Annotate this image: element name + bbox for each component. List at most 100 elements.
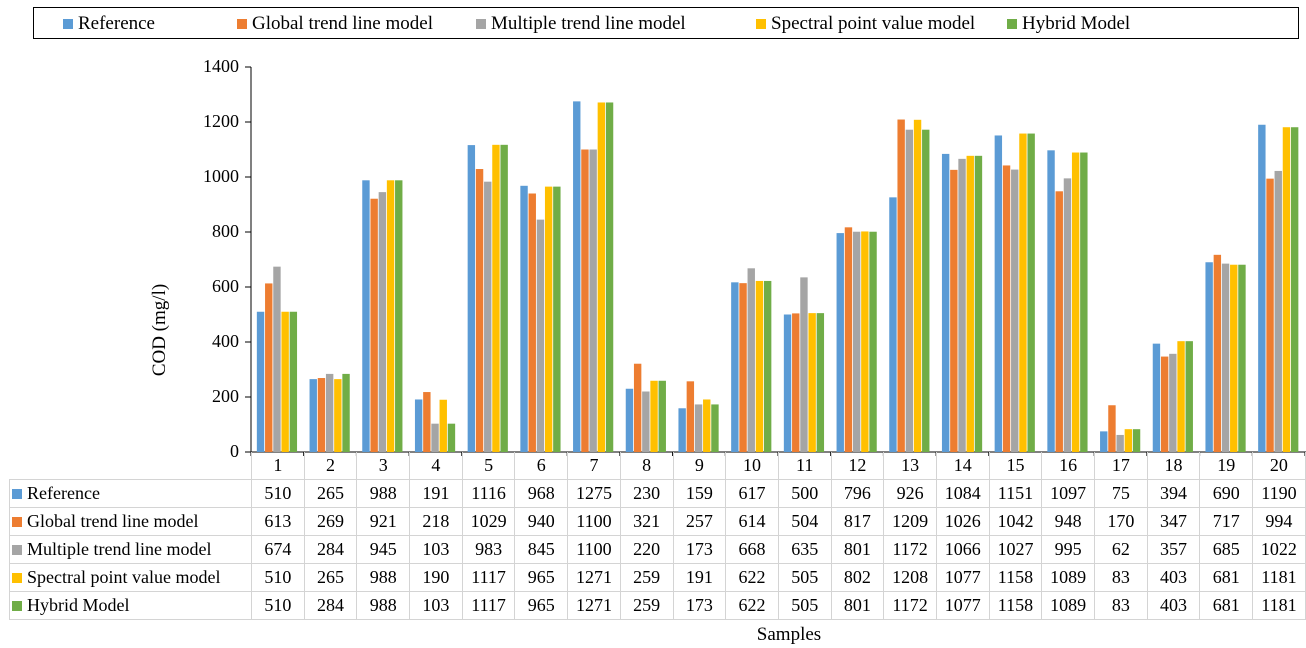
bar-hybrid-model-sample-9 — [711, 404, 719, 452]
table-cell: 1151 — [988, 479, 1043, 508]
table-cell: 614 — [725, 507, 779, 536]
bar-spectral-point-value-model-sample-19 — [1230, 264, 1238, 452]
bar-spectral-point-value-model-sample-11 — [808, 313, 816, 452]
x-tick-label: 17 — [1094, 452, 1148, 480]
table-series-header: Global trend line model — [9, 507, 252, 536]
table-header-row: 1 2 3 4 5 6 7 8 9 10 11 12 13 14 15 16 17 18 19 20 — [10, 452, 1306, 480]
x-tick-label: 11 — [777, 452, 832, 480]
x-tick-label: 10 — [725, 452, 779, 480]
bar-global-trend-line-model-sample-16 — [1055, 191, 1063, 453]
bar-hybrid-model-sample-2 — [342, 373, 350, 452]
bar-reference-sample-12 — [836, 233, 844, 452]
table-series-name: Reference — [27, 483, 100, 503]
table-series-header: Hybrid Model — [9, 591, 252, 620]
bar-reference-sample-17 — [1100, 431, 1108, 452]
x-axis-label: Samples — [756, 624, 822, 645]
bar-multiple-trend-line-model-sample-6 — [536, 219, 545, 452]
bar-multiple-trend-line-model-sample-16 — [1063, 178, 1072, 452]
legend-item: Global trend line model — [237, 13, 433, 35]
table-cell: 1190 — [1252, 479, 1306, 508]
table-cell: 1181 — [1252, 591, 1306, 620]
bar-global-trend-line-model-sample-3 — [370, 198, 378, 452]
bar-spectral-point-value-model-sample-16 — [1071, 152, 1080, 452]
table-cell: 617 — [725, 479, 779, 508]
table-cell: 394 — [1146, 479, 1201, 508]
table-cell: 1027 — [988, 535, 1043, 564]
table-cell: 1117 — [461, 563, 516, 592]
table-cell: 1181 — [1252, 563, 1306, 592]
bar-reference-sample-19 — [1205, 262, 1213, 452]
x-tick-label: 12 — [830, 452, 885, 480]
bar-global-trend-line-model-sample-13 — [897, 119, 905, 453]
table-cell: 983 — [461, 535, 516, 564]
table-cell: 173 — [672, 535, 727, 564]
bar-multiple-trend-line-model-sample-11 — [800, 277, 808, 452]
x-tick-label: 4 — [409, 452, 463, 480]
table-series-swatch — [12, 572, 22, 583]
bar-multiple-trend-line-model-sample-14 — [958, 158, 966, 452]
table-cell: 796 — [830, 479, 885, 508]
legend-label: Global trend line model — [252, 13, 433, 34]
bar-multiple-trend-line-model-sample-8 — [642, 391, 650, 452]
legend: Reference Global trend line model Multiple… — [33, 7, 1299, 39]
bar-hybrid-model-sample-8 — [658, 380, 666, 452]
legend-label: Multiple trend line model — [491, 13, 686, 34]
bar-spectral-point-value-model-sample-8 — [650, 380, 658, 452]
table-cell: 230 — [619, 479, 674, 508]
bar-hybrid-model-sample-6 — [553, 186, 561, 452]
table-series-header: Spectral point value model — [9, 563, 252, 592]
table-cell: 1026 — [935, 507, 990, 536]
bar-hybrid-model-sample-3 — [395, 180, 403, 453]
table-series-swatch — [12, 488, 22, 499]
bar-global-trend-line-model-sample-14 — [950, 169, 958, 452]
table-cell: 403 — [1146, 563, 1201, 592]
bar-global-trend-line-model-sample-19 — [1213, 254, 1222, 452]
table-cell: 1022 — [1252, 535, 1306, 564]
bar-global-trend-line-model-sample-2 — [317, 378, 326, 452]
table-cell: 321 — [619, 507, 674, 536]
table-cell: 259 — [619, 591, 674, 620]
bar-multiple-trend-line-model-sample-20 — [1274, 170, 1282, 452]
table-cell: 284 — [303, 591, 358, 620]
table-series-name: Spectral point value model — [27, 567, 221, 587]
bar-global-trend-line-model-sample-12 — [844, 227, 853, 452]
table-corner — [10, 452, 252, 480]
y-tick-label: 400 — [212, 331, 239, 351]
bar-reference-sample-11 — [783, 314, 792, 452]
bar-hybrid-model-sample-16 — [1080, 152, 1088, 452]
table-cell: 802 — [830, 563, 885, 592]
table-series-header: Multiple trend line model — [9, 535, 252, 564]
bar-global-trend-line-model-sample-15 — [1002, 165, 1011, 452]
table-cell: 681 — [1199, 563, 1254, 592]
bar-hybrid-model-sample-11 — [816, 313, 825, 452]
legend-item: Hybrid Model — [1007, 13, 1130, 35]
table-series-header: Reference — [9, 479, 252, 508]
bar-hybrid-model-sample-15 — [1027, 133, 1035, 453]
table-cell: 968 — [514, 479, 569, 508]
bar-reference-sample-7 — [573, 101, 581, 452]
bar-multiple-trend-line-model-sample-15 — [1011, 169, 1019, 452]
bar-spectral-point-value-model-sample-14 — [966, 155, 974, 452]
x-tick-label: 8 — [619, 452, 674, 480]
legend-item: Multiple trend line model — [476, 13, 686, 35]
table-cell: 965 — [514, 563, 569, 592]
bar-multiple-trend-line-model-sample-1 — [273, 266, 281, 452]
legend-item: Spectral point value model — [756, 13, 975, 35]
table-cell: 347 — [1146, 507, 1201, 536]
table-cell: 965 — [514, 591, 569, 620]
table-cell: 500 — [777, 479, 832, 508]
bar-global-trend-line-model-sample-11 — [792, 313, 800, 452]
table-cell: 504 — [777, 507, 832, 536]
bar-reference-sample-18 — [1152, 343, 1161, 452]
table-series-name: Global trend line model — [27, 511, 199, 531]
bar-spectral-point-value-model-sample-20 — [1282, 127, 1291, 452]
bar-reference-sample-14 — [941, 153, 950, 452]
bar-spectral-point-value-model-sample-13 — [913, 119, 922, 453]
bar-hybrid-model-sample-1 — [289, 311, 298, 452]
table-cell: 1066 — [935, 535, 990, 564]
table-cell: 1100 — [567, 507, 621, 536]
bar-hybrid-model-sample-20 — [1290, 127, 1299, 452]
table-row: Reference 510 265 988 191 1116 968 1275 230 159 61… — [9, 479, 1306, 508]
legend-label: Hybrid Model — [1022, 13, 1131, 34]
